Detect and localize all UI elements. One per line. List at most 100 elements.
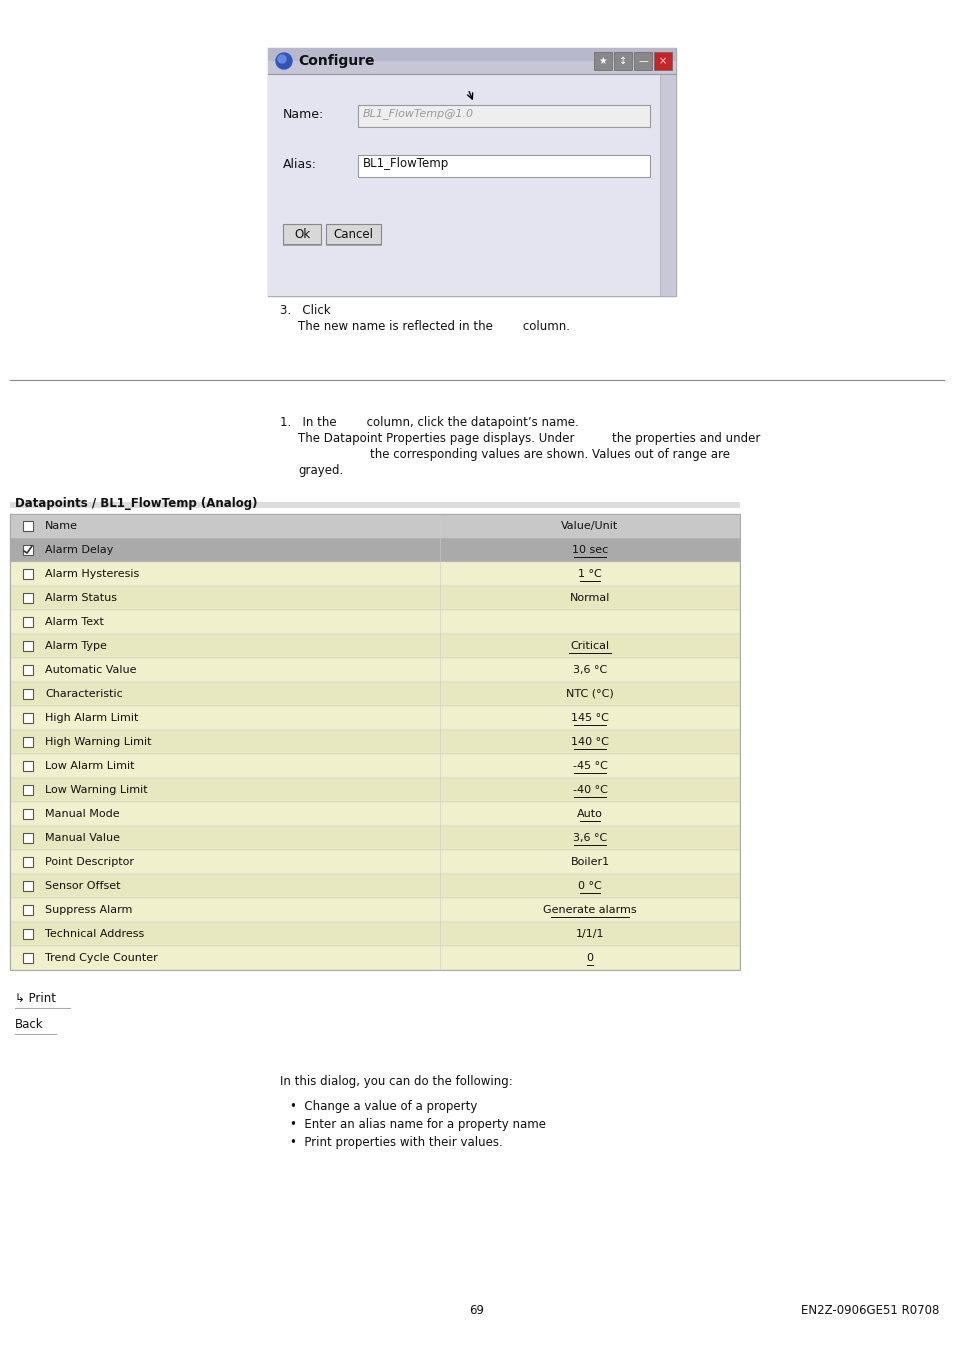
Text: —: — bbox=[638, 55, 647, 66]
Bar bbox=[659, 74, 676, 296]
Text: Back: Back bbox=[15, 1018, 44, 1031]
Bar bbox=[654, 53, 671, 70]
Text: BL1_FlowTemp@1.0: BL1_FlowTemp@1.0 bbox=[363, 108, 474, 119]
Bar bbox=[23, 666, 33, 675]
Circle shape bbox=[275, 53, 292, 69]
Text: Normal: Normal bbox=[569, 593, 610, 603]
Bar bbox=[10, 610, 740, 634]
Bar bbox=[10, 514, 740, 971]
Bar bbox=[268, 61, 676, 74]
Bar bbox=[23, 641, 33, 651]
Bar bbox=[357, 155, 649, 177]
Bar bbox=[10, 706, 740, 730]
Text: Characteristic: Characteristic bbox=[45, 688, 123, 699]
Bar bbox=[594, 53, 612, 70]
Bar bbox=[23, 761, 33, 771]
Text: 1/1/1: 1/1/1 bbox=[576, 929, 603, 940]
Text: 1.   In the        column, click the datapoint’s name.: 1. In the column, click the datapoint’s … bbox=[280, 416, 578, 429]
Text: •  Print properties with their values.: • Print properties with their values. bbox=[290, 1135, 502, 1149]
Text: •  Change a value of a property: • Change a value of a property bbox=[290, 1100, 476, 1112]
Bar bbox=[10, 826, 740, 850]
Text: Value/Unit: Value/Unit bbox=[560, 521, 618, 531]
Text: Automatic Value: Automatic Value bbox=[45, 666, 136, 675]
Text: Name: Name bbox=[45, 521, 78, 531]
Text: Manual Mode: Manual Mode bbox=[45, 809, 119, 819]
Bar bbox=[10, 562, 740, 586]
Bar bbox=[23, 833, 33, 842]
Bar bbox=[23, 593, 33, 603]
Text: Alias:: Alias: bbox=[283, 158, 316, 170]
Bar bbox=[10, 502, 740, 508]
Text: Auto: Auto bbox=[577, 809, 602, 819]
Bar bbox=[23, 713, 33, 724]
Bar bbox=[23, 568, 33, 579]
Text: ★: ★ bbox=[598, 55, 607, 66]
Text: Critical: Critical bbox=[570, 641, 609, 651]
Text: 1 °C: 1 °C bbox=[578, 568, 601, 579]
Bar bbox=[23, 809, 33, 819]
Text: 0: 0 bbox=[586, 953, 593, 963]
Bar bbox=[23, 953, 33, 963]
Text: Sensor Offset: Sensor Offset bbox=[45, 882, 120, 891]
Text: The new name is reflected in the        column.: The new name is reflected in the column. bbox=[297, 320, 569, 333]
Text: Datapoints / BL1_FlowTemp (Analog): Datapoints / BL1_FlowTemp (Analog) bbox=[15, 497, 257, 510]
Text: Low Alarm Limit: Low Alarm Limit bbox=[45, 761, 134, 771]
Text: Alarm Delay: Alarm Delay bbox=[45, 545, 113, 555]
Text: In this dialog, you can do the following:: In this dialog, you can do the following… bbox=[280, 1075, 512, 1088]
Text: Suppress Alarm: Suppress Alarm bbox=[45, 904, 132, 915]
Text: Generate alarms: Generate alarms bbox=[542, 904, 637, 915]
Bar bbox=[23, 784, 33, 795]
Text: Point Descriptor: Point Descriptor bbox=[45, 857, 133, 867]
Text: grayed.: grayed. bbox=[297, 464, 343, 477]
Text: •  Enter an alias name for a property name: • Enter an alias name for a property nam… bbox=[290, 1118, 545, 1131]
Bar bbox=[10, 873, 740, 898]
Text: BL1_FlowTemp: BL1_FlowTemp bbox=[363, 158, 449, 170]
Text: Alarm Type: Alarm Type bbox=[45, 641, 107, 651]
Text: -45 °C: -45 °C bbox=[572, 761, 607, 771]
Bar bbox=[283, 224, 320, 244]
Bar bbox=[23, 737, 33, 747]
Bar bbox=[10, 634, 740, 657]
Bar bbox=[10, 755, 740, 778]
Bar bbox=[23, 857, 33, 867]
Bar bbox=[10, 657, 740, 682]
Bar bbox=[10, 514, 740, 539]
Text: Manual Value: Manual Value bbox=[45, 833, 120, 842]
Text: ↕: ↕ bbox=[618, 55, 626, 66]
Text: Alarm Text: Alarm Text bbox=[45, 617, 104, 626]
Text: Boiler1: Boiler1 bbox=[570, 857, 609, 867]
Text: High Alarm Limit: High Alarm Limit bbox=[45, 713, 138, 724]
Bar bbox=[23, 904, 33, 915]
Text: -40 °C: -40 °C bbox=[572, 784, 607, 795]
Bar bbox=[23, 545, 33, 555]
Bar bbox=[23, 688, 33, 699]
Text: Trend Cycle Counter: Trend Cycle Counter bbox=[45, 953, 157, 963]
Text: Configure: Configure bbox=[297, 54, 375, 68]
Text: ↳ Print: ↳ Print bbox=[15, 992, 56, 1004]
Text: 140 °C: 140 °C bbox=[571, 737, 608, 747]
Text: EN2Z-0906GE51 R0708: EN2Z-0906GE51 R0708 bbox=[800, 1304, 938, 1316]
Text: ×: × bbox=[659, 55, 666, 66]
Bar bbox=[268, 49, 676, 296]
Bar bbox=[614, 53, 631, 70]
Bar bbox=[10, 946, 740, 971]
Text: 3.   Click: 3. Click bbox=[280, 304, 331, 317]
Bar bbox=[268, 74, 676, 296]
Bar bbox=[357, 105, 649, 127]
Bar bbox=[23, 617, 33, 626]
Text: 145 °C: 145 °C bbox=[571, 713, 608, 724]
Bar bbox=[10, 586, 740, 610]
Text: Technical Address: Technical Address bbox=[45, 929, 144, 940]
Bar bbox=[10, 802, 740, 826]
Text: The Datapoint Properties page displays. Under          the properties and under: The Datapoint Properties page displays. … bbox=[297, 432, 760, 446]
Bar bbox=[10, 922, 740, 946]
Bar bbox=[326, 224, 380, 244]
Text: Alarm Hysteresis: Alarm Hysteresis bbox=[45, 568, 139, 579]
Text: Cancel: Cancel bbox=[334, 228, 374, 240]
Text: the corresponding values are shown. Values out of range are: the corresponding values are shown. Valu… bbox=[370, 448, 729, 460]
Text: Low Warning Limit: Low Warning Limit bbox=[45, 784, 148, 795]
Text: 10 sec: 10 sec bbox=[571, 545, 607, 555]
Circle shape bbox=[277, 55, 286, 63]
Text: 3,6 °C: 3,6 °C bbox=[572, 833, 606, 842]
Bar bbox=[634, 53, 651, 70]
